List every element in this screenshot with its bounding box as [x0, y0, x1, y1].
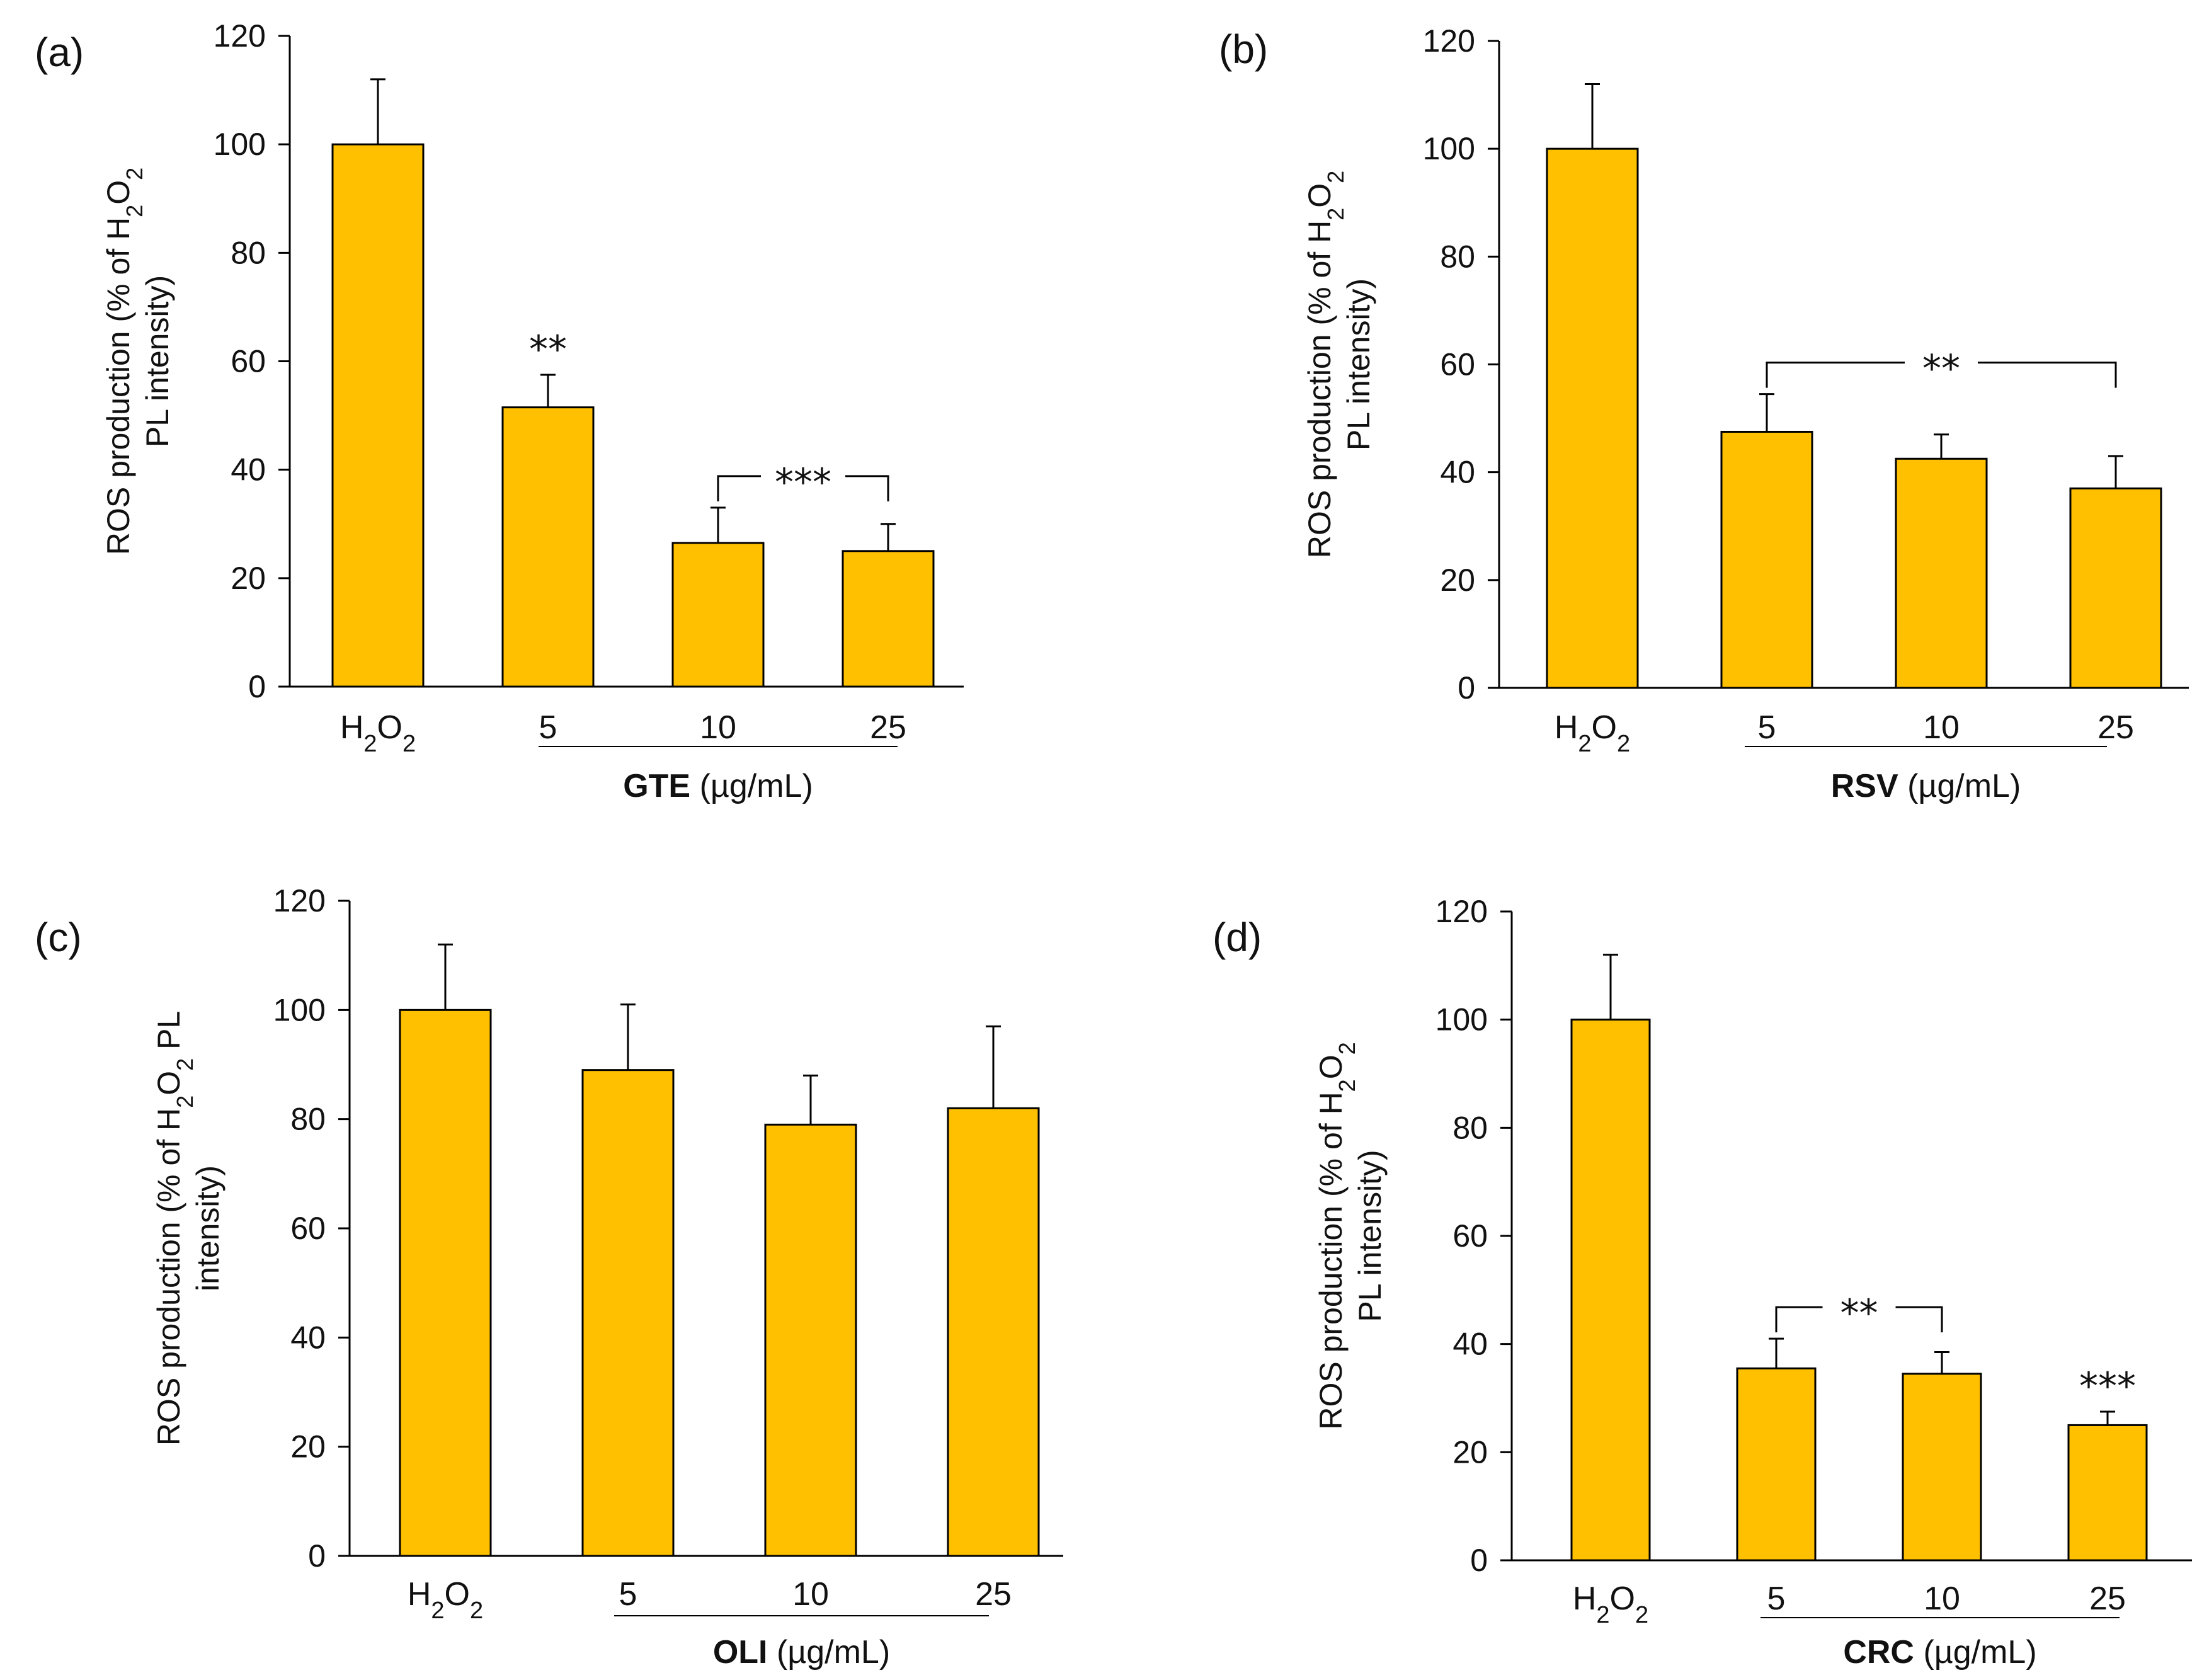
y-tick-label: 120 — [273, 883, 326, 918]
category-label: 5 — [1758, 709, 1776, 746]
y-tick-label: 120 — [214, 18, 266, 54]
bar-1 — [1736, 1367, 1817, 1562]
y-tick-label: 100 — [1423, 131, 1475, 166]
significance-bracket-left — [1775, 1306, 1823, 1333]
y-tick-label: 80 — [231, 235, 266, 270]
y-tick-label: 0 — [1458, 670, 1475, 706]
chart-panel-c: (c) 0 20 40 60 80 100 120 ROS production (% of H… — [35, 883, 1063, 1671]
group-label: CRC (µg/mL) — [1843, 1634, 2036, 1671]
category-label: 25 — [870, 709, 906, 746]
significance-stars: ** — [1840, 1291, 1878, 1335]
significance-bracket-right — [1978, 362, 2117, 388]
bar-3 — [947, 1107, 1040, 1557]
bar-2 — [1895, 457, 1988, 689]
y-tick-label: 120 — [1435, 894, 1488, 929]
bar-3 — [842, 550, 935, 688]
category-label: 5 — [619, 1576, 637, 1613]
category-label: 10 — [792, 1576, 829, 1613]
y-tick-label: 40 — [1440, 455, 1475, 490]
y-tick-label: 40 — [1452, 1327, 1488, 1362]
chart-panel-b: (b) 0 20 40 60 80 100 120 ROS production (% of H… — [1219, 23, 2189, 804]
y-tick-label: 60 — [290, 1211, 326, 1246]
bar-0 — [399, 1009, 492, 1557]
panel-label: (c) — [35, 915, 82, 960]
bar-2 — [764, 1123, 857, 1557]
y-tick-label: 20 — [290, 1429, 326, 1465]
panel-label: (a) — [35, 30, 84, 75]
chart-panel-a: (a) 0 20 40 60 80 100 120 ROS production (% of H… — [35, 18, 964, 804]
y-axis-label: ROS production (% of H2O2PL intensity) — [1313, 1042, 1388, 1429]
category-label: 10 — [1924, 1580, 1960, 1617]
bar-3 — [2067, 1424, 2148, 1562]
category-label: 25 — [2097, 709, 2134, 746]
bar-2 — [671, 542, 765, 688]
category-label: 5 — [1767, 1580, 1786, 1617]
significance-bracket-left — [1766, 362, 1905, 388]
y-tick-label: 0 — [248, 669, 266, 704]
bar-0 — [1570, 1019, 1651, 1562]
significance-stars: *** — [775, 460, 831, 505]
significance-stars: ** — [529, 328, 567, 372]
bar-1 — [581, 1069, 675, 1557]
chart-panel-d: (d) 0 20 40 60 80 100 120 ROS production (% of H… — [1213, 894, 2192, 1671]
panel-label: (b) — [1219, 26, 1268, 72]
bar-0 — [1546, 147, 1639, 689]
y-axis-label: ROS production (% of H2O2PL intensity) — [1302, 171, 1376, 558]
category-label: 5 — [539, 709, 557, 746]
bar-3 — [2069, 487, 2162, 689]
significance-bracket-right — [845, 475, 889, 501]
category-label: 10 — [700, 709, 736, 746]
y-tick-label: 60 — [1452, 1218, 1488, 1254]
y-axis-label: ROS production (% of H2O2 PLintensity) — [151, 1011, 225, 1446]
significance-stars: *** — [2079, 1364, 2136, 1409]
category-label: H2O2 — [1573, 1580, 1648, 1628]
group-label: OLI (µg/mL) — [713, 1634, 890, 1671]
y-tick-label: 100 — [214, 127, 266, 162]
y-tick-label: 80 — [1440, 239, 1475, 274]
y-tick-label: 60 — [1440, 347, 1475, 382]
y-tick-label: 40 — [290, 1320, 326, 1355]
y-tick-label: 20 — [1452, 1434, 1488, 1470]
y-tick-label: 100 — [273, 992, 326, 1027]
category-label: H2O2 — [340, 709, 416, 757]
bar-1 — [1720, 430, 1813, 689]
y-tick-label: 20 — [231, 561, 266, 596]
y-tick-label: 40 — [231, 452, 266, 488]
significance-bracket-left — [717, 475, 761, 501]
category-label: 10 — [1923, 709, 1960, 746]
y-axis-label: ROS production (% of H2O2PL intensity) — [101, 168, 175, 555]
bar-2 — [1902, 1373, 1982, 1562]
y-tick-label: 80 — [1452, 1110, 1488, 1145]
category-label: H2O2 — [408, 1576, 483, 1624]
y-tick-label: 20 — [1440, 563, 1475, 598]
group-label: RSV (µg/mL) — [1831, 768, 2021, 804]
y-tick-label: 60 — [231, 344, 266, 379]
y-tick-label: 120 — [1423, 23, 1475, 59]
category-label: H2O2 — [1555, 709, 1630, 757]
panel-label: (d) — [1213, 915, 1262, 960]
category-label: 25 — [2089, 1580, 2126, 1617]
bar-1 — [501, 406, 595, 688]
y-tick-label: 0 — [308, 1538, 326, 1574]
bar-0 — [331, 143, 425, 688]
significance-stars: ** — [1922, 347, 1960, 391]
y-tick-label: 100 — [1435, 1002, 1488, 1037]
y-tick-label: 0 — [1470, 1543, 1488, 1578]
category-label: 25 — [975, 1576, 1012, 1613]
group-label: GTE (µg/mL) — [623, 768, 813, 804]
significance-bracket-right — [1895, 1306, 1943, 1333]
y-tick-label: 80 — [290, 1102, 326, 1137]
